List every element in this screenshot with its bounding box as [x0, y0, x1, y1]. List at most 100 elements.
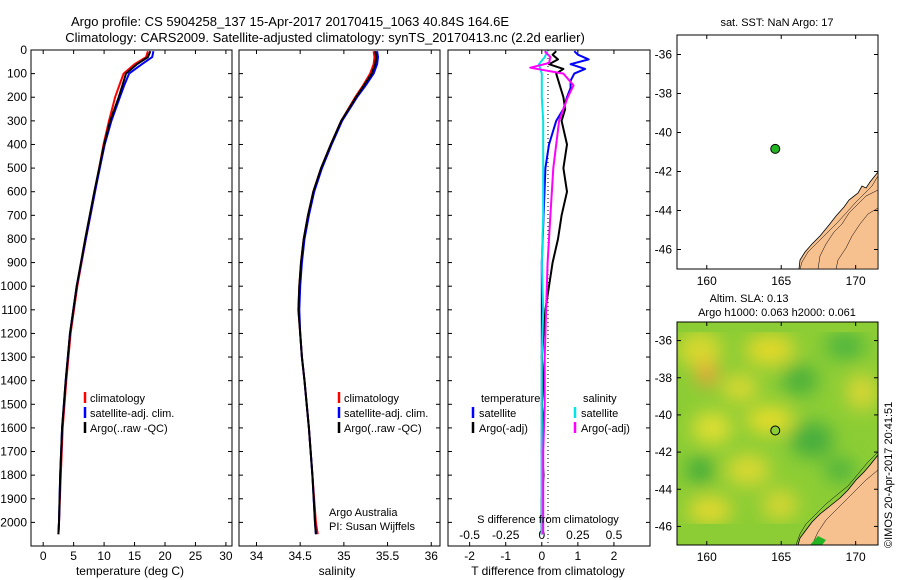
legend-climatology-label: climatology: [344, 393, 400, 405]
sst-map-axes: 160 165 170 -36 -38 -40 -42 -44 -46: [655, 35, 878, 288]
sla-blob: [722, 374, 758, 402]
sla-map-panel: Altim. SLA: 0.13 Argo h1000: 0.063 h2000…: [655, 293, 879, 564]
sla-blob: [824, 458, 856, 482]
salinity-xlabel: salinity: [319, 564, 356, 578]
sla-blob: [762, 489, 798, 521]
argo-float-marker: [770, 143, 781, 154]
new-zealand-landmass: [797, 454, 878, 545]
legend-t-argo-label: Argo(-adj): [479, 423, 528, 435]
depth-tick-label: 700: [7, 208, 27, 222]
sla-blob: [726, 454, 770, 486]
legend-satellite-label: satellite-adj. clim.: [344, 408, 428, 420]
depth-tick-label: 1400: [0, 374, 27, 388]
argo-float-marker: [770, 425, 781, 436]
difference-panel: -2 -1 0 1 2 -0.5 -0.25 0 0.25 0.5 S difference f…: [447, 49, 651, 578]
lon-tick-label: 160: [697, 550, 717, 564]
legend-satellite-label: satellite-adj. clim.: [90, 408, 174, 420]
depth-axis: 0 100 200 300 400 500 600 700 800 900 1000 1100 1200…: [0, 43, 232, 529]
coastline-offshore: [817, 189, 878, 269]
series-line-s-satellite: [537, 50, 549, 535]
x-tick-label: 35: [337, 549, 351, 563]
depth-tick-label: 1700: [0, 445, 27, 459]
sla-blob: [846, 374, 878, 410]
sla-map-subtitle: Argo h1000: 0.063 h2000: 0.061: [698, 307, 856, 319]
depth-tick-label: 1900: [0, 492, 27, 506]
depth-tick-label: 1600: [0, 421, 27, 435]
temperature-legend: climatology satellite-adj. clim. Argo(..…: [83, 392, 174, 435]
x-tick-label: 34.5: [288, 549, 312, 563]
lon-tick-label: 170: [846, 274, 866, 288]
depth-tick-label: 1300: [0, 350, 27, 364]
figure-title-line2: Climatology: CARS2009. Satellite-adjuste…: [65, 30, 585, 45]
lat-tick-label: -42: [655, 165, 673, 179]
legend-climatology-label: climatology: [90, 393, 146, 405]
s-tick-label: -0.25: [492, 528, 520, 542]
x-tick-label: 20: [158, 549, 172, 563]
coastline-inshore: [799, 175, 878, 269]
sla-blob: [692, 412, 732, 444]
depth-tick-label: 800: [7, 232, 27, 246]
coastline-inshore: [795, 451, 878, 545]
s-tick-label: 0.5: [606, 528, 623, 542]
salinity-axes-frame: [238, 49, 441, 547]
difference-legend: temperature satellite Argo(-adj) salinit…: [471, 393, 630, 435]
s-tick-label: -0.5: [459, 528, 480, 542]
depth-tick-label: 100: [7, 67, 27, 81]
sla-map-title: Altim. SLA: 0.13: [710, 293, 789, 305]
x-tick-label: 15: [128, 549, 142, 563]
x-tick-label: 5: [70, 549, 77, 563]
salinity-depth-ticks: [239, 49, 440, 523]
x-tick-label: 10: [97, 549, 111, 563]
temperature-axis: 0 5 10 15 20 25 30: [40, 50, 233, 563]
lat-tick-label: -42: [655, 445, 673, 459]
lat-tick-label: -44: [655, 482, 673, 496]
lat-tick-label: -46: [655, 243, 673, 257]
new-zealand-landmass: [798, 171, 878, 269]
salinity-legend: climatology satellite-adj. clim. Argo(..…: [337, 392, 428, 435]
lat-tick-label: -38: [655, 87, 673, 101]
temperature-panel: 0100200300400500600700800900100011001200…: [0, 43, 233, 578]
sla-map-frame: [676, 321, 879, 546]
lon-tick-label: 165: [771, 274, 791, 288]
s-tick-label: 0.25: [566, 528, 590, 542]
sla-blob: [825, 332, 865, 360]
depth-tick-label: 200: [7, 90, 27, 104]
coastline-offshore: [811, 469, 878, 545]
depth-tick-label: 0: [20, 43, 27, 57]
lat-tick-label: -40: [655, 408, 673, 422]
sla-map-axes: 160 165 170 -36 -38 -40 -42 -44 -46: [655, 322, 878, 564]
depth-tick-label: 1200: [0, 326, 27, 340]
s-tick-label: 0: [538, 528, 545, 542]
legend-temperature-title: temperature: [481, 393, 540, 405]
depth-tick-label: 1000: [0, 279, 27, 293]
x-tick-label: 25: [189, 549, 203, 563]
coastal-patch: [810, 536, 826, 545]
sla-blob: [678, 332, 722, 368]
pi-name-label: PI: Susan Wijffels: [329, 521, 415, 533]
t-difference-xlabel: T difference from climatology: [471, 564, 625, 578]
sst-map-land: [798, 171, 878, 269]
temperature-xlabel: temperature (deg C): [76, 564, 184, 578]
x-tick-label: 1: [575, 549, 582, 563]
salinity-axis: 34 34.5 35 35.5 36: [250, 50, 438, 563]
depth-tick-label: 300: [7, 114, 27, 128]
figure-title-line1: Argo profile: CS 5904258_137 15-Apr-2017…: [71, 14, 509, 29]
lon-tick-label: 170: [846, 550, 866, 564]
x-tick-label: 0: [40, 549, 47, 563]
sla-blob: [790, 422, 834, 458]
s-difference-label: S difference from climatology: [477, 514, 619, 526]
x-tick-label: 30: [219, 549, 233, 563]
lon-tick-label: 165: [771, 550, 791, 564]
argo-australia-label: Argo Australia: [329, 507, 398, 519]
depth-tick-label: 1100: [1, 303, 27, 317]
legend-argo-label: Argo(..raw -QC): [90, 423, 168, 435]
lat-tick-label: -46: [655, 519, 673, 533]
temperature-axes-frame: [30, 49, 233, 547]
lat-tick-label: -40: [655, 126, 673, 140]
lat-tick-label: -44: [655, 204, 673, 218]
sla-blob: [697, 362, 717, 386]
sla-blob: [688, 496, 732, 524]
difference-depth-ticks: [448, 49, 650, 523]
depth-tick-label: 1800: [0, 468, 27, 482]
